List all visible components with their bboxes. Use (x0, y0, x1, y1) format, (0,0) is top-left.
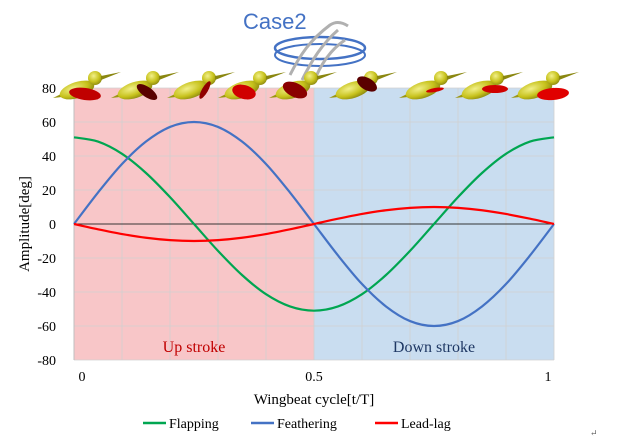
hummingbird-icon (167, 71, 235, 100)
y-tick-label: -40 (37, 286, 56, 301)
legend-entry-feathering: Feathering (277, 417, 337, 432)
x-tick-labels: 0 0.5 1 (79, 370, 552, 385)
hummingbird-icon (218, 71, 286, 100)
hummingbird-icon (455, 71, 523, 100)
hummingbird-icon (511, 71, 579, 101)
y-tick-label: -60 (37, 320, 56, 335)
series-line-flapping (73, 136, 555, 312)
legend-entry-lead-lag: Lead-lag (401, 417, 451, 432)
case-illustration (273, 21, 367, 85)
hummingbird-icon (269, 71, 337, 100)
x-tick-label: 0 (79, 370, 86, 385)
hummingbird-illustrations (53, 71, 579, 101)
x-axis-label: Wingbeat cycle[t/T] (254, 392, 375, 408)
y-tick-label: 60 (42, 116, 56, 131)
hummingbird-icon (329, 71, 397, 100)
legend: Flapping Feathering Lead-lag (143, 417, 451, 432)
x-tick-label: 0.5 (305, 370, 323, 385)
x-tick-label: 1 (545, 370, 552, 385)
legend-entry-flapping: Flapping (169, 417, 219, 432)
case-label: Case2 (243, 9, 307, 34)
y-tick-labels: 80 60 40 20 0 -20 -40 -60 -80 (37, 82, 56, 369)
y-tick-label: 80 (42, 82, 56, 97)
y-tick-label: -80 (37, 354, 56, 369)
y-axis-label: Amplitude[deg] (17, 176, 33, 272)
return-mark: ↵ (590, 428, 598, 438)
hummingbird-icon (111, 71, 179, 101)
up-stroke-label: Up stroke (163, 339, 226, 356)
series-lines (73, 120, 555, 328)
y-tick-label: -20 (37, 252, 56, 267)
hummingbird-icon (53, 71, 121, 101)
down-stroke-label: Down stroke (393, 339, 475, 356)
series-line-lead-lag (73, 205, 555, 243)
y-tick-label: 0 (49, 218, 56, 233)
y-tick-label: 40 (42, 150, 56, 165)
hummingbird-icon (399, 71, 467, 100)
y-tick-label: 20 (42, 184, 56, 199)
